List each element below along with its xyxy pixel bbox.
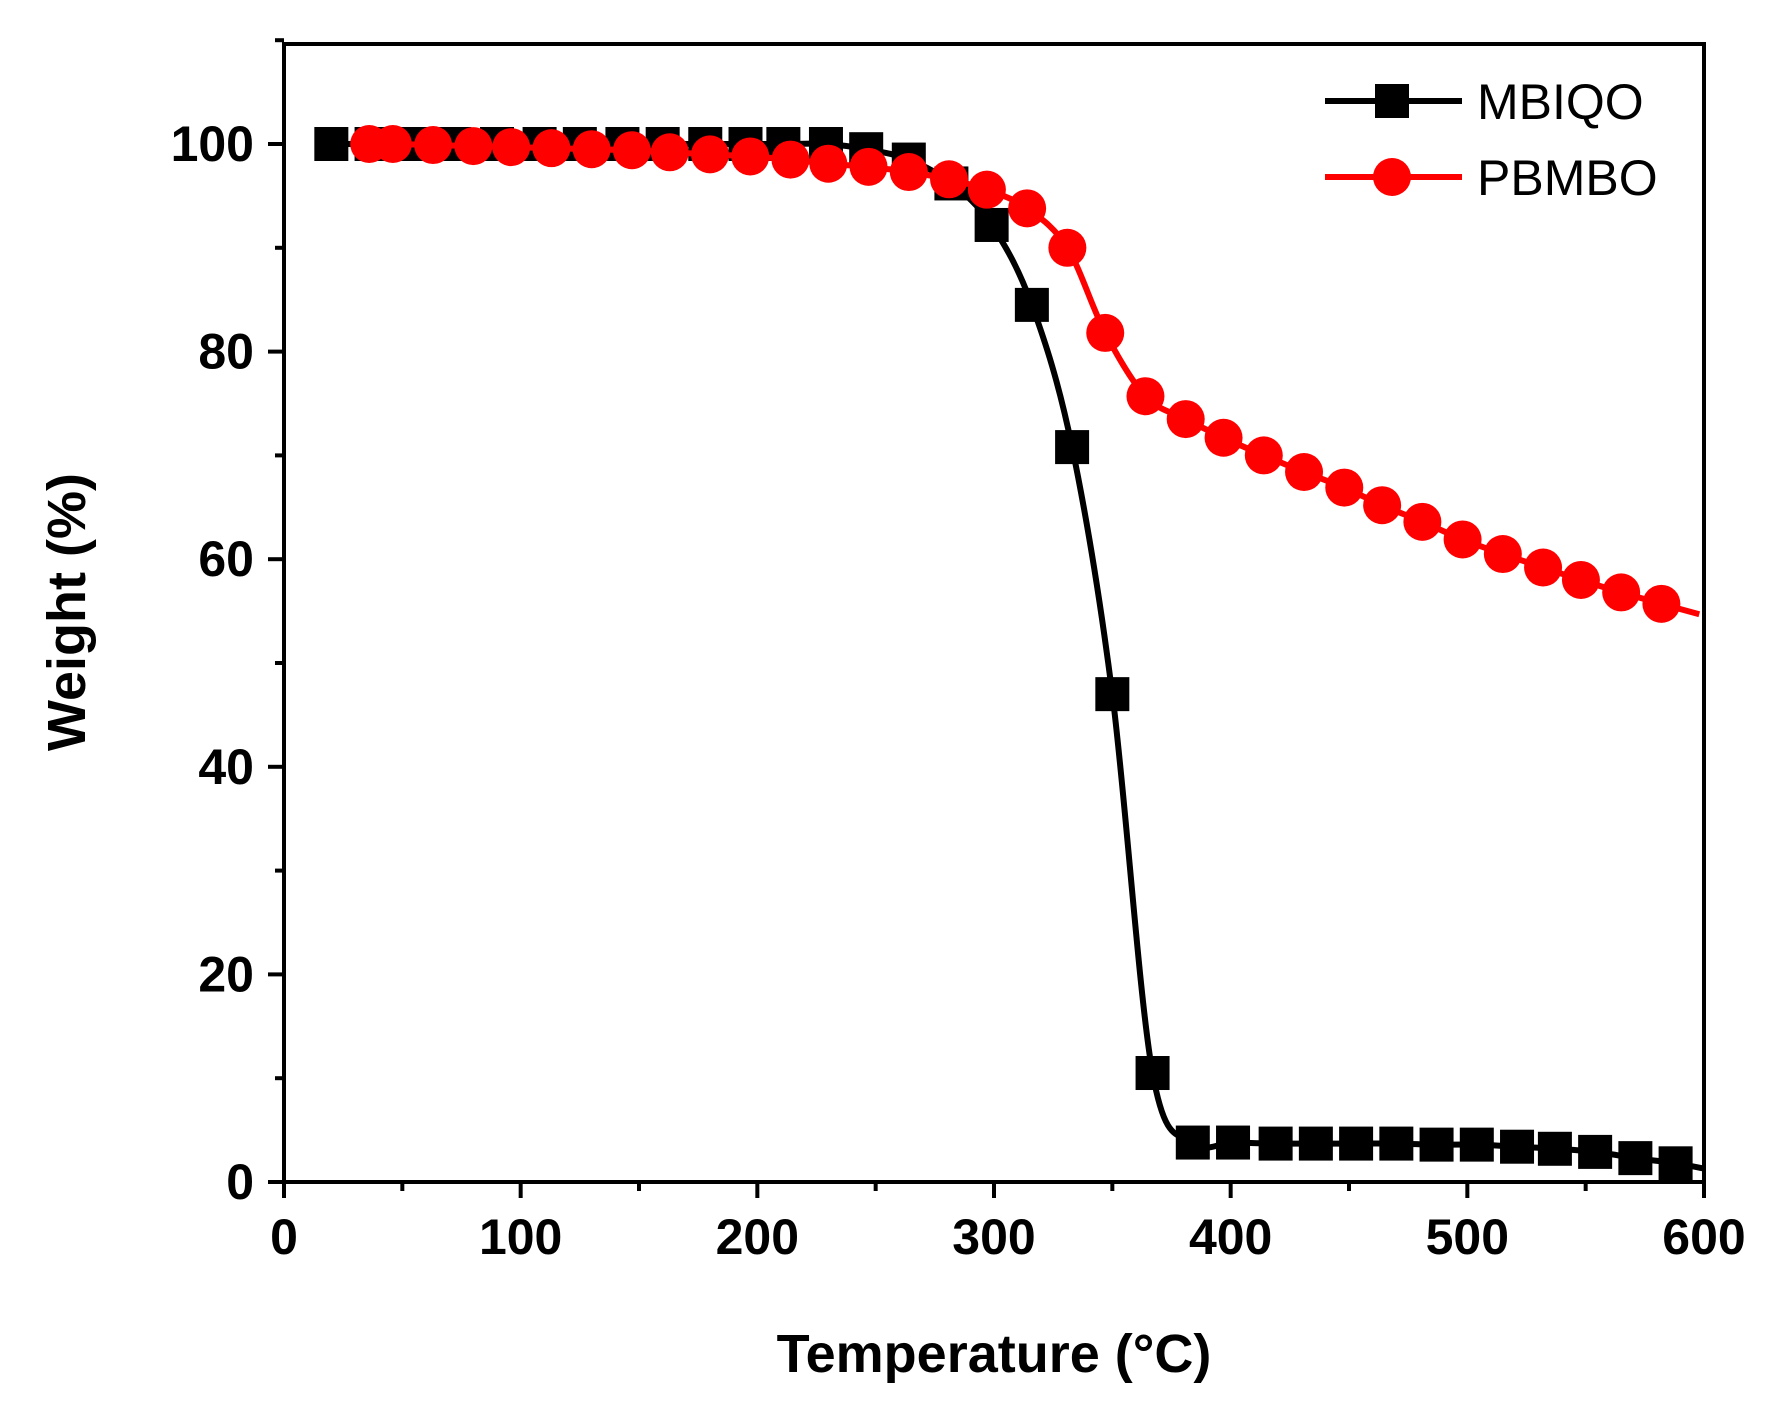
pbmbo-point xyxy=(1204,418,1243,457)
mbiqo-point xyxy=(1055,430,1090,465)
mbiqo-point xyxy=(314,127,349,161)
y-tick-label: 100 xyxy=(171,116,254,172)
mbiqo-point xyxy=(1459,1127,1494,1162)
pbmbo-point xyxy=(1561,560,1600,599)
mbiqo-point xyxy=(1339,1126,1374,1161)
mbiqo-point xyxy=(1298,1126,1333,1161)
mbiqo-point xyxy=(1618,1141,1653,1176)
x-axis-ticks: 0 100 200 300 400 500 600 xyxy=(270,1182,1746,1265)
mbiqo-point xyxy=(1658,1146,1693,1181)
pbmbo-point xyxy=(1086,313,1125,352)
x-tick-label: 400 xyxy=(1189,1209,1272,1265)
mbiqo-legend-marker xyxy=(1375,84,1409,118)
x-tick-label: 100 xyxy=(479,1209,562,1265)
mbiqo-point xyxy=(1578,1134,1613,1169)
pbmbo-point xyxy=(612,131,651,170)
pbmbo-point xyxy=(1285,453,1324,492)
pbmbo-point xyxy=(454,127,493,166)
pbmbo-point xyxy=(492,128,531,167)
pbmbo-point xyxy=(1166,400,1205,439)
pbmbo-point xyxy=(1443,520,1482,559)
mbiqo-legend-label: MBIQO xyxy=(1477,74,1644,130)
pbmbo-point xyxy=(731,137,770,176)
x-tick-label: 300 xyxy=(952,1209,1035,1265)
series-layer xyxy=(314,125,1705,1181)
pbmbo-point xyxy=(1325,468,1364,507)
pbmbo-point xyxy=(1126,377,1165,416)
mbiqo-point xyxy=(1537,1131,1572,1166)
x-tick-label: 500 xyxy=(1426,1209,1509,1265)
pbmbo-point xyxy=(373,125,412,163)
mbiqo-point xyxy=(1500,1129,1535,1164)
pbmbo-point xyxy=(414,126,453,165)
mbiqo-point xyxy=(1175,1125,1210,1160)
pbmbo-point xyxy=(1244,436,1283,475)
y-tick-label: 0 xyxy=(226,1154,254,1210)
pbmbo-point xyxy=(967,170,1006,209)
pbmbo-point xyxy=(809,144,848,183)
pbmbo-point xyxy=(889,153,928,192)
mbiqo-point xyxy=(1419,1127,1454,1162)
legend: MBIQO PBMBO xyxy=(1325,74,1658,206)
pbmbo-point xyxy=(532,129,571,168)
y-tick-label: 40 xyxy=(198,739,254,795)
pbmbo-point xyxy=(849,147,888,186)
mbiqo-point xyxy=(1014,287,1049,322)
pbmbo-point xyxy=(1403,502,1442,541)
pbmbo-legend-marker xyxy=(1373,158,1411,196)
pbmbo-point xyxy=(1602,573,1641,612)
y-tick-label: 20 xyxy=(198,946,254,1002)
pbmbo-legend-label: PBMBO xyxy=(1477,150,1658,206)
pbmbo-point xyxy=(1048,228,1087,267)
mbiqo-point xyxy=(1135,1056,1170,1091)
pbmbo-point xyxy=(650,133,689,172)
mbiqo-point xyxy=(1379,1126,1414,1161)
x-tick-label: 200 xyxy=(716,1209,799,1265)
x-tick-label: 0 xyxy=(270,1209,298,1265)
pbmbo-point xyxy=(1524,548,1563,587)
mbiqo-point xyxy=(974,207,1009,242)
pbmbo-point xyxy=(1363,486,1402,525)
pbmbo-point xyxy=(771,140,810,179)
mbiqo-point xyxy=(1258,1126,1293,1161)
y-tick-label: 80 xyxy=(198,324,254,380)
pbmbo-point xyxy=(1483,535,1522,574)
y-axis-ticks: 0 20 40 60 80 100 xyxy=(171,38,284,1210)
pbmbo-point xyxy=(930,160,969,199)
mbiqo-point xyxy=(1095,677,1130,712)
y-axis-label: Weight (%) xyxy=(37,473,97,751)
pbmbo-point xyxy=(572,130,611,169)
x-tick-label: 600 xyxy=(1662,1209,1745,1265)
pbmbo-point xyxy=(1642,584,1681,623)
pbmbo-point xyxy=(691,135,729,174)
mbiqo-point xyxy=(1216,1125,1251,1160)
pbmbo-point xyxy=(1008,189,1047,228)
x-axis-label: Temperature (°C) xyxy=(777,1324,1212,1384)
y-tick-label: 60 xyxy=(198,531,254,587)
